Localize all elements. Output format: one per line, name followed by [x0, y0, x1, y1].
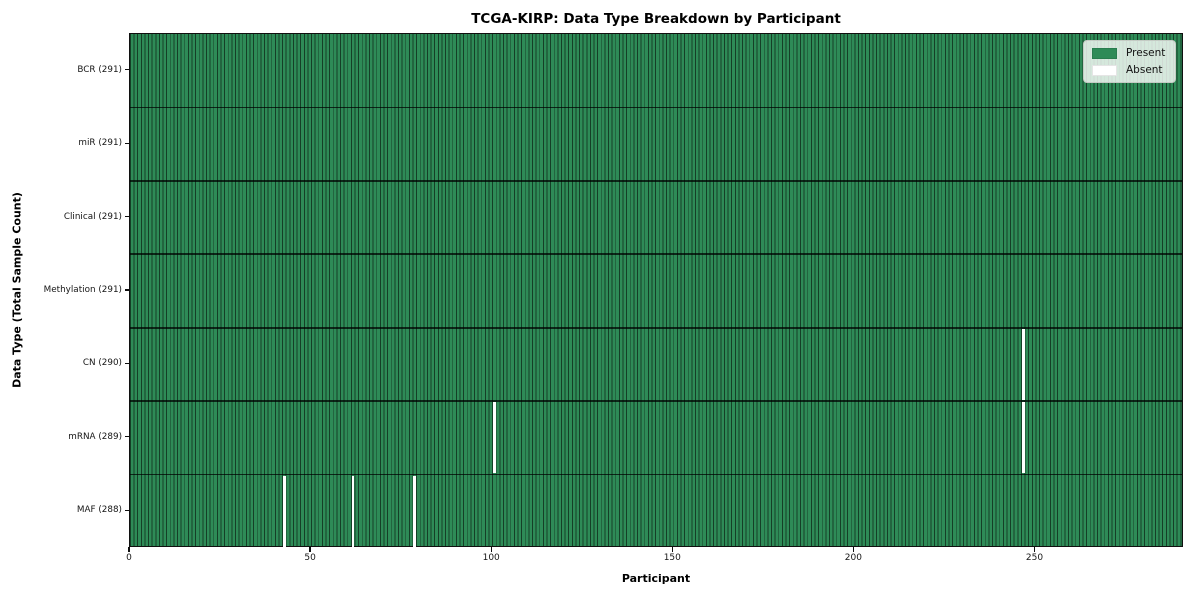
y-tick-mark — [125, 142, 129, 144]
x-tick-mark — [1033, 547, 1036, 552]
y-tick-mark — [125, 289, 129, 291]
row-separator — [130, 326, 1182, 329]
x-tick-label-150: 150 — [663, 553, 681, 563]
y-tick-label-methylation: Methylation (291) — [43, 285, 122, 295]
y-tick-mark — [125, 436, 129, 438]
legend-swatch-absent — [1092, 64, 1117, 76]
absent-mark-mrna-100 — [493, 402, 496, 474]
y-tick-mark — [125, 215, 129, 218]
x-axis-label: Participant — [621, 572, 691, 585]
legend: Present Absent — [1083, 40, 1177, 83]
row-separator — [130, 253, 1182, 256]
x-tick-label-100: 100 — [482, 553, 500, 563]
row-separator — [130, 473, 1182, 476]
x-tick-mark — [309, 547, 311, 552]
x-tick-label-0: 0 — [126, 553, 132, 563]
legend-label-absent: Absent — [1126, 64, 1163, 76]
plot-area — [129, 33, 1183, 547]
x-tick-mark — [671, 547, 673, 552]
y-tick-mark — [125, 362, 129, 365]
absent-mark-mrna-246 — [1021, 402, 1025, 474]
absent-mark-maf-78 — [413, 475, 417, 547]
chart-title: TCGA-KIRP: Data Type Breakdown by Partic… — [471, 11, 841, 27]
row-separator — [130, 179, 1182, 182]
absent-mark-cn-246 — [1021, 328, 1025, 400]
y-tick-label-clinical: Clinical (291) — [63, 211, 122, 222]
row-separator — [130, 106, 1182, 109]
legend-item-present: Present — [1092, 47, 1165, 59]
legend-label-present: Present — [1126, 47, 1166, 59]
y-tick-label-cn: CN (290) — [82, 358, 122, 369]
x-tick-label-250: 250 — [1025, 553, 1044, 563]
x-tick-label-50: 50 — [304, 553, 316, 563]
legend-swatch-present — [1092, 47, 1117, 59]
y-tick-mark — [125, 509, 129, 511]
x-tick-mark — [490, 547, 492, 552]
x-tick-label-200: 200 — [844, 553, 862, 563]
y-tick-label-bcr: BCR (291) — [77, 64, 122, 75]
absent-mark-maf-61 — [351, 475, 355, 547]
row-separator — [130, 400, 1182, 403]
y-tick-label-mrna: mRNA (289) — [68, 431, 122, 442]
y-tick-label-mir: miR (291) — [78, 138, 122, 149]
y-tick-label-maf: MAF (288) — [76, 505, 122, 516]
absent-mark-maf-42 — [283, 475, 286, 547]
legend-item-absent: Absent — [1092, 64, 1165, 76]
x-tick-mark — [128, 547, 130, 552]
y-tick-mark — [125, 69, 129, 71]
x-tick-mark — [852, 547, 854, 552]
